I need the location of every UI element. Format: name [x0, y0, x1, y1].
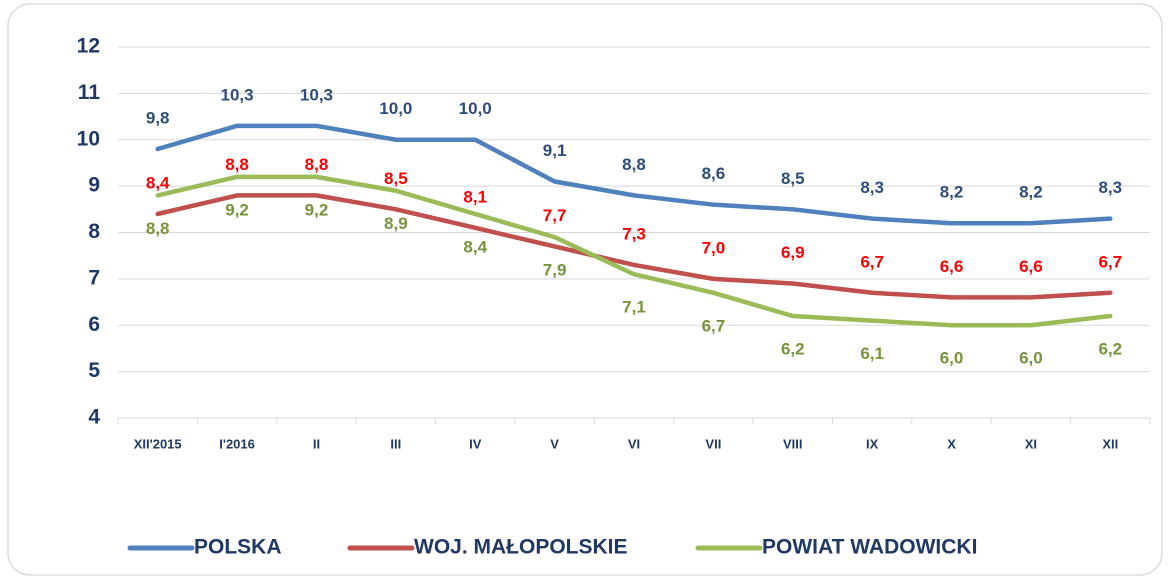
x-tick-label: XI	[1025, 436, 1037, 451]
x-tick-label: XII	[1102, 436, 1118, 451]
x-tick-label: V	[550, 436, 559, 451]
data-label: 9,1	[543, 141, 567, 160]
y-tick-label: 8	[88, 220, 100, 243]
y-tick-label: 5	[88, 359, 100, 382]
x-tick-label: II	[313, 436, 320, 451]
y-tick-label: 10	[77, 127, 100, 150]
y-tick-label: 6	[88, 313, 100, 336]
x-tick-label: VII	[705, 436, 721, 451]
data-label: 8,5	[781, 169, 805, 188]
data-label: 8,8	[146, 219, 170, 238]
y-tick-label: 12	[77, 35, 100, 58]
legend-label: WOJ. MAŁOPOLSKIE	[414, 536, 628, 559]
series-line	[155, 193, 1113, 300]
data-label: 6,2	[781, 339, 805, 358]
series-line	[155, 174, 1113, 328]
data-label: 8,8	[225, 155, 249, 174]
data-label: 10,3	[221, 85, 254, 104]
data-label: 6,7	[1098, 252, 1122, 271]
data-label: 9,8	[146, 109, 170, 128]
data-label: 10,0	[379, 99, 412, 118]
x-tick-label: I'2016	[219, 436, 255, 451]
x-tick-label: XII'2015	[134, 436, 182, 451]
y-tick-label: 11	[78, 81, 101, 104]
data-label: 8,2	[940, 183, 964, 202]
x-tick-label: IV	[469, 436, 482, 451]
data-label: 8,8	[622, 155, 646, 174]
series-line	[155, 123, 1113, 226]
data-label: 6,0	[1019, 349, 1043, 368]
data-label: 6,7	[702, 316, 726, 335]
data-label: 8,2	[1019, 183, 1043, 202]
x-tick-label: X	[947, 436, 956, 451]
data-label: 9,2	[225, 200, 249, 219]
data-label: 9,2	[305, 200, 329, 219]
data-label: 6,1	[860, 344, 884, 363]
data-label: 7,0	[702, 238, 726, 257]
data-label: 7,1	[622, 298, 646, 317]
data-label: 6,9	[781, 243, 805, 262]
data-label: 8,4	[146, 173, 170, 192]
data-label: 8,4	[463, 237, 487, 256]
data-label: 6,6	[1019, 257, 1043, 276]
data-label: 8,8	[305, 155, 329, 174]
data-label: 8,3	[1098, 178, 1122, 197]
data-label: 8,9	[384, 214, 408, 233]
x-tick-label: IX	[866, 436, 879, 451]
data-label: 8,6	[702, 164, 726, 183]
data-label: 8,5	[384, 169, 408, 188]
data-label: 7,9	[543, 261, 567, 280]
legend-label: POLSKA	[194, 536, 282, 559]
x-tick-label: VI	[628, 436, 640, 451]
data-label: 10,0	[459, 99, 492, 118]
y-tick-label: 9	[88, 174, 100, 197]
x-tick-label: VIII	[783, 436, 803, 451]
data-label: 6,7	[860, 252, 884, 271]
data-label: 8,3	[860, 178, 884, 197]
chart-frame	[7, 3, 1163, 576]
data-label: 7,7	[543, 206, 567, 225]
data-label: 7,3	[622, 224, 646, 243]
y-tick-label: 4	[88, 406, 100, 429]
y-tick-label: 7	[88, 266, 100, 289]
data-label: 10,3	[300, 85, 333, 104]
data-label: 6,2	[1098, 339, 1122, 358]
legend-label: POWIAT WADOWICKI	[762, 536, 977, 559]
data-label: 6,6	[940, 257, 964, 276]
data-label: 6,0	[940, 349, 964, 368]
data-label: 8,1	[463, 187, 487, 206]
x-tick-label: III	[390, 436, 401, 451]
